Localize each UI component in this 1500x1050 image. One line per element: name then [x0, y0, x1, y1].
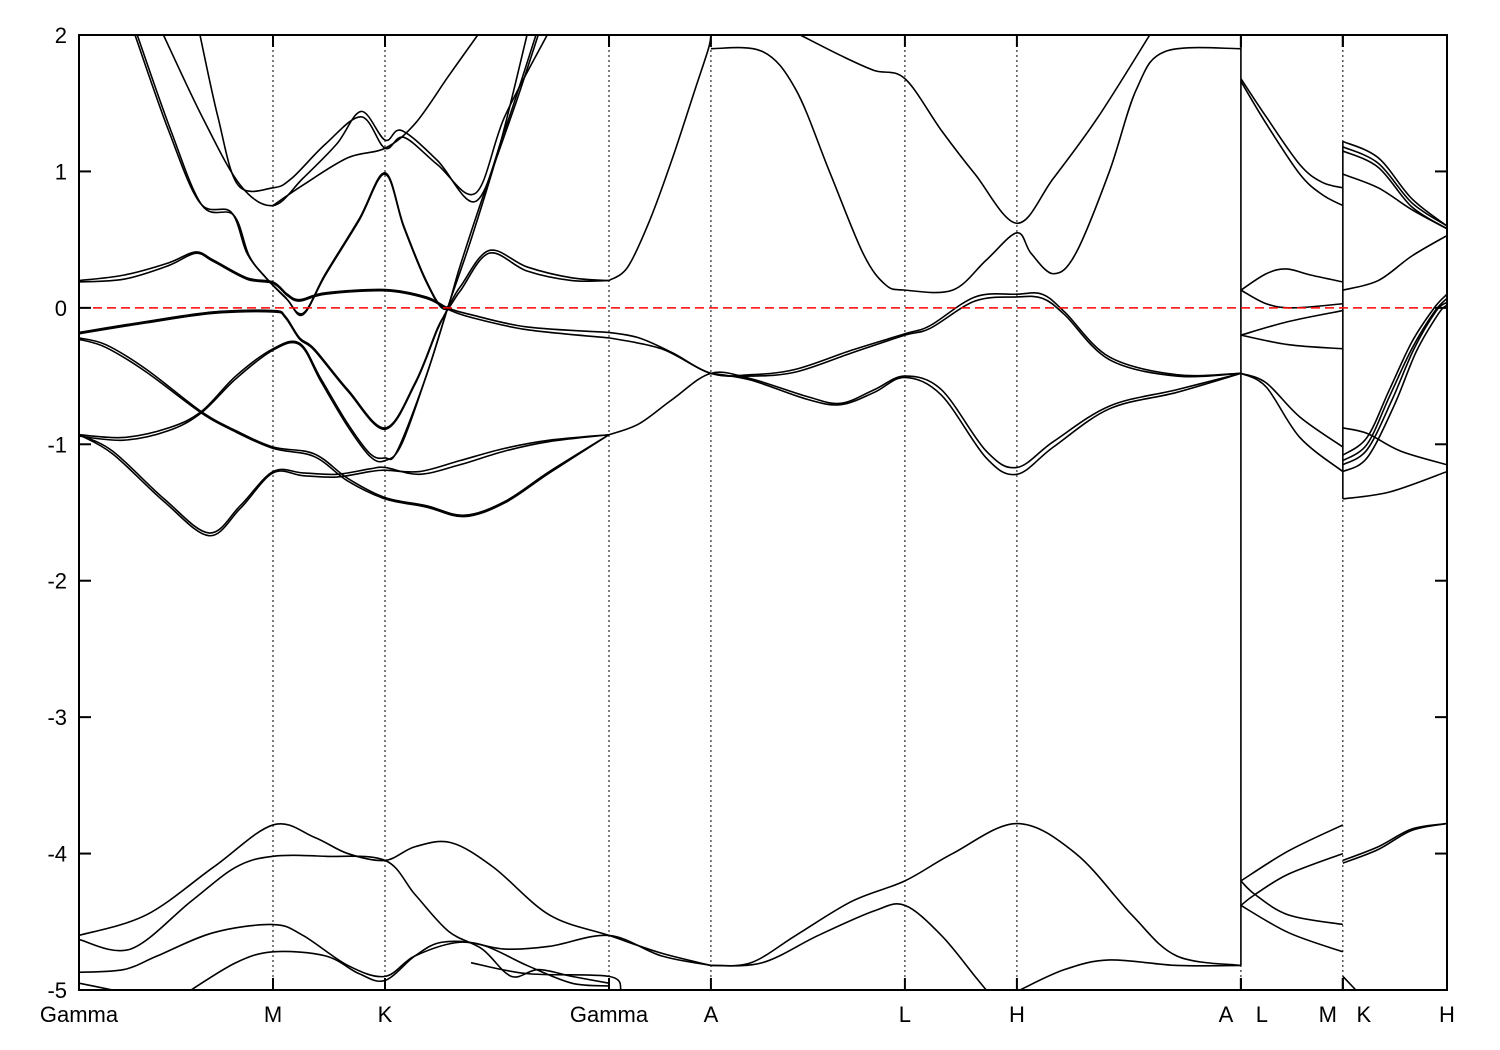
- x-tick-label: K: [378, 1002, 393, 1027]
- band-line: [1342, 470, 1447, 500]
- y-tick-label: 2: [55, 23, 67, 48]
- band-line: [710, 372, 1242, 476]
- y-tick-label: 0: [55, 296, 67, 321]
- band-line: [608, 371, 1242, 469]
- band-line: [1342, 146, 1447, 227]
- band-line: [1342, 427, 1447, 466]
- axis-ticks: [78, 34, 1448, 991]
- x-tick-label: A: [704, 1002, 719, 1027]
- band-lines: [79, 35, 1447, 990]
- band-line: [79, 433, 610, 534]
- band-line: [190, 940, 610, 990]
- band-line: [608, 291, 1241, 377]
- x-tick-label: Gamma: [570, 1002, 649, 1027]
- band-line: [1240, 268, 1344, 291]
- band-line: [162, 35, 537, 207]
- band-line: [79, 982, 113, 990]
- band-line: [199, 35, 548, 196]
- y-tick-label: -1: [47, 432, 67, 457]
- band-line: [1240, 309, 1343, 336]
- band-line: [272, 35, 479, 207]
- band-line: [1342, 301, 1447, 466]
- band-line: [79, 823, 712, 967]
- band-line: [79, 308, 449, 431]
- band-line: [1240, 372, 1344, 448]
- band-line: [799, 35, 1151, 225]
- band-line: [1342, 297, 1447, 462]
- x-tick-label: M: [264, 1002, 282, 1027]
- band-line: [1240, 78, 1344, 189]
- band-line: [79, 338, 610, 518]
- band-line: [136, 35, 609, 317]
- band-line: [79, 35, 528, 461]
- plot-frame: [78, 34, 1448, 991]
- band-line: [710, 46, 1241, 294]
- x-tick-label: K: [1356, 1002, 1371, 1027]
- band-line: [1240, 880, 1343, 926]
- band-line: [79, 923, 712, 978]
- band-line: [1240, 824, 1344, 882]
- band-line: [1240, 372, 1344, 473]
- x-tick-label: H: [1439, 1002, 1455, 1027]
- band-line: [1342, 293, 1447, 456]
- y-tick-label: 1: [55, 159, 67, 184]
- band-line: [79, 251, 610, 334]
- band-line: [1240, 334, 1343, 350]
- high-symmetry-gridlines: [272, 35, 1344, 990]
- band-line: [1342, 140, 1447, 227]
- x-tick-label: H: [1009, 1002, 1025, 1027]
- band-line: [1342, 234, 1447, 291]
- band-line: [79, 307, 449, 463]
- x-tick-label: Gamma: [40, 1002, 119, 1027]
- band-line: [79, 35, 539, 429]
- y-tick-label: -5: [47, 978, 67, 1003]
- y-tick-labels: -5 -4 -3 -2 -1 0 1 2: [47, 23, 67, 1003]
- band-line: [1240, 904, 1344, 953]
- x-tick-labels: Gamma M K Gamma A L H A L M K H: [40, 1002, 1455, 1027]
- x-tick-label: M: [1319, 1002, 1337, 1027]
- band-line: [1342, 975, 1357, 990]
- y-tick-label: -2: [47, 569, 67, 594]
- band-line: [1342, 822, 1447, 862]
- band-line: [470, 961, 622, 990]
- band-line: [710, 822, 1242, 967]
- y-tick-label: -3: [47, 705, 67, 730]
- band-line: [79, 337, 610, 517]
- band-line: [1240, 80, 1344, 207]
- band-line: [79, 252, 610, 339]
- band-line: [1342, 822, 1447, 864]
- band-line: [608, 35, 712, 282]
- x-tick-label: L: [1256, 1002, 1268, 1027]
- band-line: [1240, 852, 1344, 907]
- band-line: [710, 903, 987, 990]
- band-line: [1240, 289, 1343, 309]
- band-line: [1342, 304, 1447, 473]
- y-tick-label: -4: [47, 842, 67, 867]
- band-line: [1019, 959, 1241, 990]
- band-line: [134, 35, 610, 315]
- band-line: [79, 433, 610, 537]
- x-tick-label: L: [899, 1002, 911, 1027]
- x-tick-label: A: [1219, 1002, 1234, 1027]
- band-line: [1342, 173, 1447, 230]
- band-line: [79, 854, 610, 984]
